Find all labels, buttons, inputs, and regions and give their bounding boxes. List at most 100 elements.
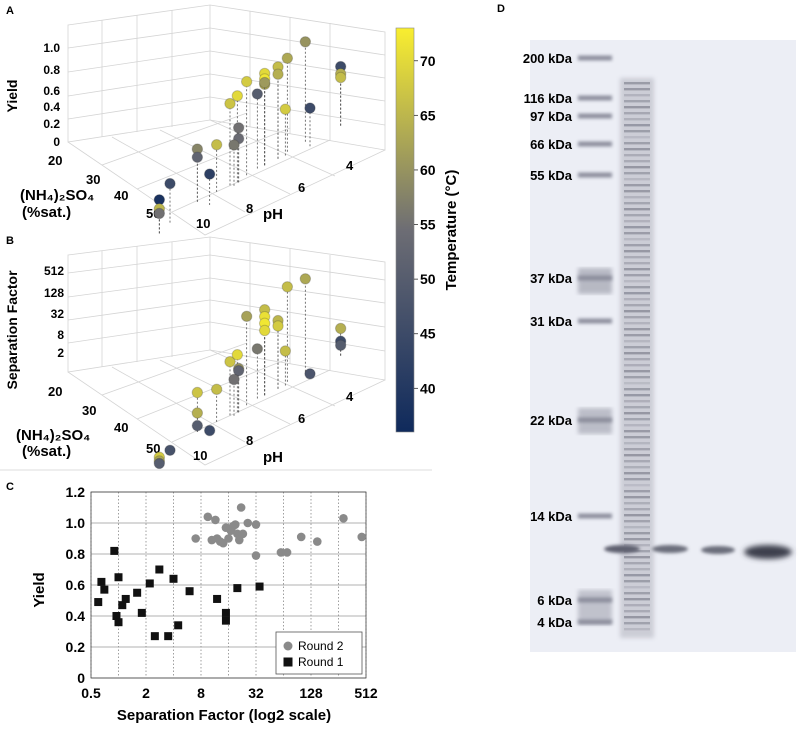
x-tick-label: 512	[354, 685, 378, 701]
scatter-point	[281, 281, 294, 293]
panel-d: D 200 kDa 116 kDa 97 kDa 66 kDa 55 kDa 37 kDa…	[497, 3, 796, 652]
lysate-band	[624, 298, 650, 301]
x-tick-label: 2	[142, 685, 150, 701]
point-round-2	[236, 503, 246, 512]
lysate-band	[624, 562, 650, 565]
colorbar-ticks: 70 65 60 55 50 45 40	[414, 53, 436, 396]
panel-b-axes-box	[67, 236, 386, 466]
point-round-1	[185, 587, 194, 596]
lysate-band	[624, 310, 650, 313]
lysate-band	[624, 496, 650, 499]
y-tick-label: 0.4	[66, 608, 86, 624]
point-round-2	[282, 548, 292, 557]
scatter-point	[299, 273, 312, 285]
legend-marker-round-2	[283, 641, 293, 651]
lysate-band	[624, 604, 650, 607]
legend-box	[275, 631, 363, 675]
scatter-point	[232, 122, 245, 134]
panel-c-y-axis-label: Yield	[31, 572, 48, 607]
panel-b-z-ticks: 512 128 32 8 2	[44, 264, 64, 360]
scatter-point	[251, 88, 264, 100]
scatter-point	[334, 339, 347, 352]
lysate-band	[624, 286, 650, 289]
point-round-1	[100, 585, 109, 594]
panel-b-letter: B	[6, 235, 14, 247]
lysate-band	[624, 118, 650, 121]
scatter-point	[251, 343, 264, 355]
lysate-band	[624, 172, 650, 175]
scatter-point	[191, 151, 204, 163]
scatter-point	[272, 320, 284, 332]
point-round-2	[357, 532, 367, 542]
panel-b: B 512 128 32 8 2 Separation Factor	[4, 235, 386, 470]
point-round-1	[150, 632, 159, 641]
lysate-band	[624, 628, 650, 631]
z-tick-label: 512	[44, 264, 64, 278]
panel-c-plot-frame	[90, 491, 367, 679]
point-round-1	[114, 573, 123, 582]
z-tick-label: 0.2	[43, 117, 60, 131]
lysate-band	[624, 520, 650, 523]
scatter-point	[232, 364, 245, 377]
ladder-label: 37 kDa	[530, 271, 573, 286]
point-round-2	[234, 535, 244, 545]
colorbar-tick-label: 60	[420, 162, 436, 178]
lysate-band	[624, 412, 650, 415]
lysate-band	[624, 424, 650, 427]
lysate-band	[624, 88, 650, 91]
ph-tick-label: 8	[246, 201, 253, 216]
z-tick-label: 32	[51, 307, 65, 321]
point-round-1	[169, 574, 178, 583]
gel-band-lane-3	[652, 545, 688, 553]
scatter-point	[153, 457, 166, 470]
panel-d-letter: D	[497, 3, 505, 15]
lysate-band	[624, 130, 650, 133]
lysate-band	[624, 292, 650, 295]
lysate-band	[624, 442, 650, 445]
lysate-band	[624, 100, 650, 103]
lysate-band	[624, 214, 650, 217]
ladder-label: 66 kDa	[530, 137, 573, 152]
point-round-1	[164, 632, 173, 641]
point-round-1	[174, 621, 183, 630]
panel-c: C 0 0.2 0.4 0.6 0.8 1.0 1.2 0.5 2 8 32 128 512 Yield…	[6, 481, 378, 724]
ladder-band	[578, 141, 612, 147]
lysate-band	[624, 616, 650, 619]
lysate-band	[624, 124, 650, 127]
point-round-1	[97, 577, 106, 586]
lysate-band	[624, 328, 650, 331]
point-round-1	[221, 616, 230, 625]
lysate-band	[624, 592, 650, 595]
panel-c-ticks: 0 0.2 0.4 0.6 0.8 1.0 1.2 0.5 2 8 32 128 512	[66, 484, 378, 701]
point-round-2	[251, 520, 261, 529]
z-tick-label: 0.6	[43, 84, 60, 98]
panel-b-points	[153, 273, 347, 470]
lysate-band	[624, 574, 650, 577]
ph-tick-label: 10	[196, 216, 210, 231]
point-round-1	[221, 608, 230, 617]
scatter-point	[334, 71, 347, 84]
lysate-band	[624, 418, 650, 421]
scatter-point	[272, 68, 284, 80]
panel-a-ph-ticks: 10 8 6 4	[196, 158, 354, 231]
panel-b-ph-axis-label: pH	[263, 449, 283, 466]
point-round-1	[133, 588, 142, 597]
lysate-band	[624, 208, 650, 211]
lysate-band	[624, 256, 650, 259]
lysate-band	[624, 322, 650, 325]
gel-lane-lysate-bands	[624, 82, 650, 631]
point-round-2	[339, 514, 348, 523]
scatter-point	[258, 76, 271, 89]
y-tick-label: 0.8	[66, 546, 86, 562]
lysate-band	[624, 532, 650, 535]
ladder-band	[578, 172, 612, 178]
z-tick-label: 0	[53, 135, 60, 149]
ladder-band	[578, 408, 612, 434]
lysate-band	[624, 352, 650, 355]
lysate-band	[624, 388, 650, 391]
colorbar-tick-label: 70	[420, 53, 436, 69]
panel-b-z-axis-label: Separation Factor	[4, 270, 20, 390]
gel-ladder-lane	[578, 55, 612, 625]
lysate-band	[624, 448, 650, 451]
